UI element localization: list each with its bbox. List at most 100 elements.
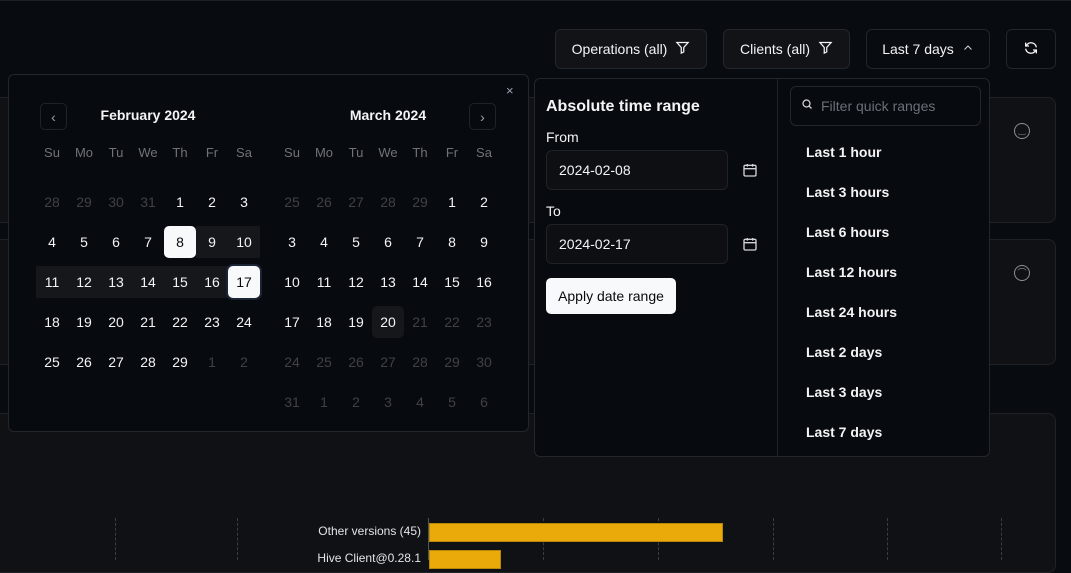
day-cell[interactable]: 24 <box>284 354 300 370</box>
day-cell[interactable]: 15 <box>164 266 196 298</box>
day-cell[interactable]: 1 <box>320 394 328 410</box>
day-cell[interactable]: 31 <box>140 194 156 210</box>
day-cell[interactable]: 10 <box>284 274 300 290</box>
quick-range-item[interactable]: Last 3 days <box>806 384 883 400</box>
day-cell[interactable]: 28 <box>140 354 156 370</box>
day-cell[interactable]: 26 <box>348 354 364 370</box>
day-cell[interactable]: 8 <box>164 226 196 258</box>
day-cell[interactable]: 29 <box>172 354 188 370</box>
day-cell[interactable]: 11 <box>36 266 68 298</box>
day-cell[interactable]: 1 <box>176 194 184 210</box>
day-cell[interactable]: 20 <box>372 306 404 338</box>
day-cell[interactable]: 19 <box>348 314 364 330</box>
day-cell[interactable]: 19 <box>76 314 92 330</box>
day-cell[interactable]: 18 <box>44 314 60 330</box>
day-cell[interactable]: 4 <box>416 394 424 410</box>
day-cell[interactable]: 11 <box>316 274 332 290</box>
day-cell[interactable]: 30 <box>476 354 492 370</box>
day-cell[interactable]: 7 <box>144 234 152 250</box>
day-cell[interactable]: 23 <box>476 314 492 330</box>
day-cell[interactable]: 16 <box>476 274 492 290</box>
day-cell[interactable]: 2 <box>208 194 216 210</box>
day-cell[interactable]: 13 <box>100 266 132 298</box>
to-date-input[interactable]: 2024-02-17 <box>546 224 728 264</box>
quick-range-item[interactable]: Last 2 days <box>806 344 883 360</box>
day-cell[interactable]: 3 <box>240 194 248 210</box>
day-cell[interactable]: 17 <box>284 314 300 330</box>
clients-filter-button[interactable]: Clients (all) <box>723 29 850 69</box>
operations-filter-button[interactable]: Operations (all) <box>555 29 707 69</box>
day-cell[interactable]: 28 <box>44 194 60 210</box>
day-cell[interactable]: 12 <box>348 274 364 290</box>
time-range-button[interactable]: Last 7 days <box>866 29 990 69</box>
day-cell[interactable]: 21 <box>412 314 428 330</box>
day-cell[interactable]: 3 <box>384 394 392 410</box>
day-cell[interactable]: 7 <box>416 234 424 250</box>
day-cell[interactable]: 9 <box>196 226 228 258</box>
quick-range-search[interactable] <box>790 86 981 126</box>
day-cell[interactable]: 17 <box>228 266 260 298</box>
day-cell[interactable]: 27 <box>348 194 364 210</box>
from-date-input[interactable]: 2024-02-08 <box>546 150 728 190</box>
close-icon[interactable]: × <box>506 83 514 98</box>
day-cell[interactable]: 4 <box>48 234 56 250</box>
day-cell[interactable]: 5 <box>80 234 88 250</box>
day-cell[interactable]: 3 <box>288 234 296 250</box>
day-cell[interactable]: 23 <box>204 314 220 330</box>
day-cell[interactable]: 6 <box>112 234 120 250</box>
day-cell[interactable]: 27 <box>108 354 124 370</box>
day-cell[interactable]: 4 <box>320 234 328 250</box>
day-cell[interactable]: 26 <box>76 354 92 370</box>
day-cell[interactable]: 1 <box>448 194 456 210</box>
quick-range-item[interactable]: Last 1 hour <box>806 144 882 160</box>
day-cell[interactable]: 29 <box>444 354 460 370</box>
day-cell[interactable]: 25 <box>284 194 300 210</box>
calendar-icon[interactable] <box>742 162 758 183</box>
day-cell[interactable]: 13 <box>380 274 396 290</box>
quick-range-item[interactable]: Last 3 hours <box>806 184 890 200</box>
day-cell[interactable]: 22 <box>172 314 188 330</box>
refresh-button[interactable] <box>1006 29 1056 69</box>
day-cell[interactable]: 6 <box>480 394 488 410</box>
calendar-icon[interactable] <box>742 236 758 257</box>
day-cell[interactable]: 29 <box>412 194 428 210</box>
day-cell[interactable]: 14 <box>412 274 428 290</box>
quick-range-input[interactable] <box>821 98 971 114</box>
day-cell[interactable]: 15 <box>444 274 460 290</box>
day-cell[interactable]: 8 <box>448 234 456 250</box>
bar[interactable] <box>429 523 723 542</box>
day-cell[interactable]: 25 <box>44 354 60 370</box>
day-cell[interactable]: 9 <box>480 234 488 250</box>
day-cell[interactable]: 22 <box>444 314 460 330</box>
day-cell[interactable]: 18 <box>316 314 332 330</box>
day-cell[interactable]: 2 <box>480 194 488 210</box>
day-cell[interactable]: 27 <box>380 354 396 370</box>
next-month-button[interactable]: › <box>469 103 496 130</box>
day-cell[interactable]: 10 <box>228 226 260 258</box>
day-cell[interactable]: 21 <box>140 314 156 330</box>
day-cell[interactable]: 24 <box>236 314 252 330</box>
day-cell[interactable]: 31 <box>284 394 300 410</box>
day-cell[interactable]: 12 <box>68 266 100 298</box>
day-cell[interactable]: 6 <box>384 234 392 250</box>
day-cell[interactable]: 2 <box>240 354 248 370</box>
day-cell[interactable]: 2 <box>352 394 360 410</box>
day-cell[interactable]: 16 <box>196 266 228 298</box>
day-cell[interactable]: 30 <box>108 194 124 210</box>
day-cell[interactable]: 25 <box>316 354 332 370</box>
day-cell[interactable]: 5 <box>352 234 360 250</box>
day-cell[interactable]: 28 <box>412 354 428 370</box>
quick-range-item[interactable]: Last 6 hours <box>806 224 890 240</box>
day-cell[interactable]: 26 <box>316 194 332 210</box>
day-cell[interactable]: 5 <box>448 394 456 410</box>
apply-date-range-button[interactable]: Apply date range <box>546 278 676 314</box>
day-cell[interactable]: 20 <box>108 314 124 330</box>
day-cell[interactable]: 28 <box>380 194 396 210</box>
day-cell[interactable]: 14 <box>132 266 164 298</box>
previous-month-button[interactable]: ‹ <box>40 103 67 130</box>
quick-range-item[interactable]: Last 24 hours <box>806 304 898 320</box>
quick-range-item[interactable]: Last 7 days <box>806 424 883 440</box>
quick-range-item[interactable]: Last 12 hours <box>806 264 898 280</box>
day-cell[interactable]: 1 <box>208 354 216 370</box>
day-cell[interactable]: 29 <box>76 194 92 210</box>
